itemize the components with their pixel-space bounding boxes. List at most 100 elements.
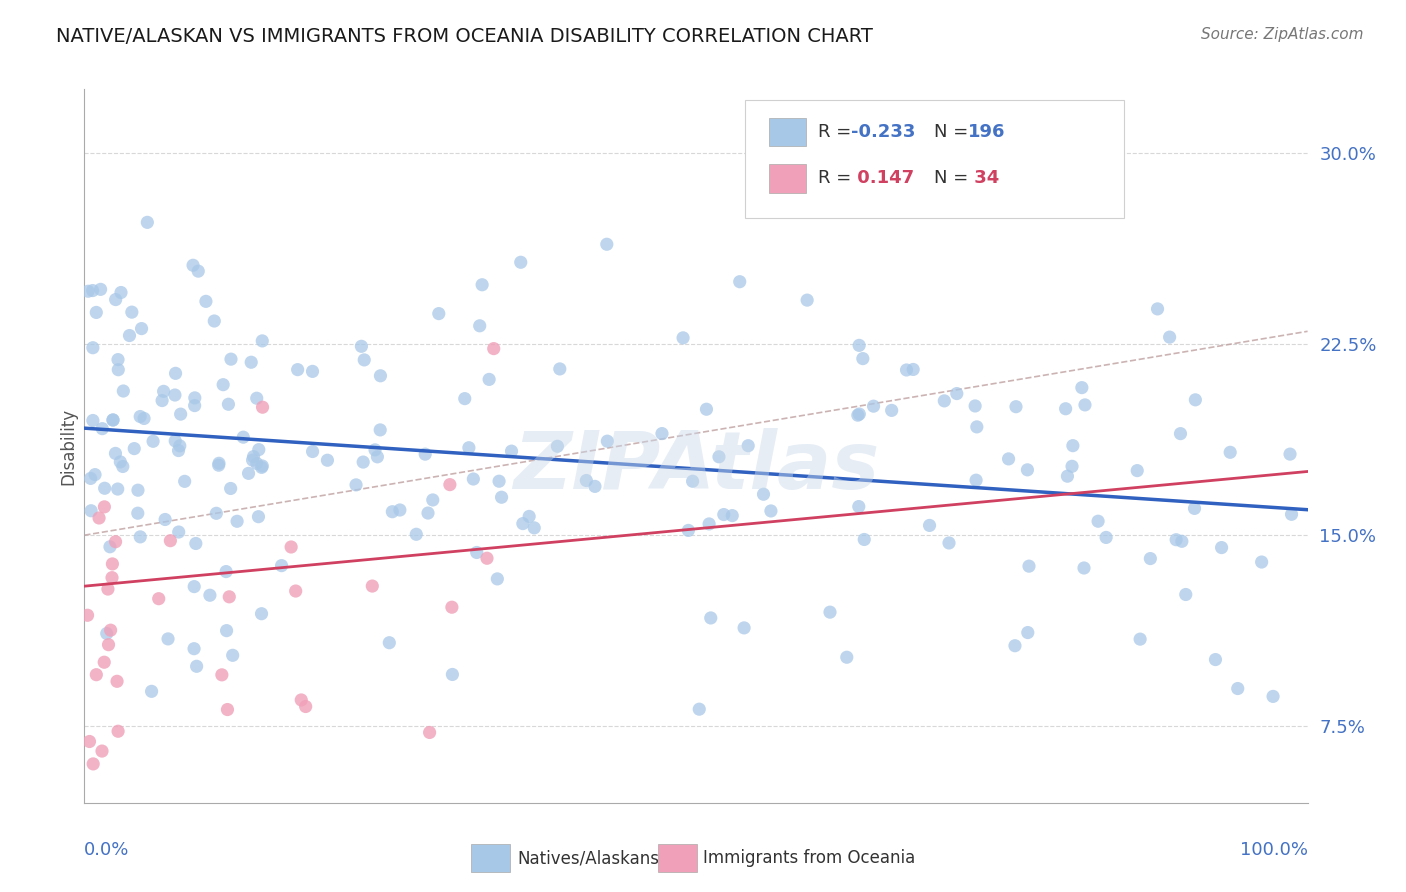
Point [183, 399, 205, 413]
Point [501, 444, 523, 458]
Point [340, 816, 363, 830]
Point [728, 275, 751, 289]
Point [215, 624, 238, 638]
Point [247, 442, 270, 457]
Point [173, 475, 195, 489]
Point [219, 352, 242, 367]
Point [250, 460, 273, 475]
Point [252, 458, 274, 473]
Point [184, 391, 207, 405]
Point [934, 393, 956, 408]
Point [697, 516, 720, 531]
Point [651, 426, 673, 441]
Point [87, 511, 110, 525]
Point [1279, 447, 1302, 461]
Point [103, 834, 125, 848]
Point [938, 536, 960, 550]
Point [1170, 426, 1192, 441]
Point [405, 527, 427, 541]
Point [419, 725, 441, 739]
Point [707, 450, 730, 464]
Point [167, 443, 190, 458]
Point [219, 482, 242, 496]
Point [1017, 625, 1039, 640]
Point [946, 386, 969, 401]
Point [1204, 652, 1226, 666]
Point [163, 388, 186, 402]
Point [454, 392, 477, 406]
Point [523, 521, 546, 535]
Point [280, 540, 302, 554]
Point [378, 636, 401, 650]
Point [131, 321, 153, 335]
Point [153, 512, 176, 526]
Point [121, 305, 143, 319]
Point [90, 282, 112, 296]
Point [852, 351, 875, 366]
Text: Immigrants from Oceania: Immigrants from Oceania [703, 849, 915, 867]
Point [1062, 439, 1084, 453]
Point [388, 503, 411, 517]
Point [242, 453, 264, 467]
Point [232, 430, 254, 444]
Text: N =: N = [935, 123, 974, 141]
Text: R =: R = [818, 169, 858, 187]
Point [478, 372, 501, 386]
Point [186, 659, 208, 673]
Point [471, 277, 494, 292]
Point [966, 420, 988, 434]
Point [252, 334, 274, 348]
Point [546, 439, 568, 453]
Point [97, 638, 120, 652]
Point [122, 442, 145, 456]
Point [695, 402, 717, 417]
FancyBboxPatch shape [769, 118, 806, 146]
Point [82, 413, 104, 427]
Point [1184, 501, 1206, 516]
Point [486, 572, 509, 586]
Point [270, 558, 292, 573]
Point [1018, 559, 1040, 574]
Point [846, 408, 869, 422]
Point [250, 607, 273, 621]
Point [457, 441, 479, 455]
Point [77, 285, 100, 299]
Point [364, 442, 387, 457]
Point [183, 580, 205, 594]
Point [422, 492, 444, 507]
Point [316, 453, 339, 467]
Text: 196: 196 [967, 123, 1005, 141]
Point [896, 363, 918, 377]
Text: -0.233: -0.233 [851, 123, 915, 141]
Point [82, 284, 104, 298]
Point [752, 487, 775, 501]
Point [491, 490, 513, 504]
Point [132, 411, 155, 425]
Point [169, 407, 191, 421]
Point [1126, 464, 1149, 478]
Point [682, 475, 704, 489]
Point [198, 588, 221, 602]
Point [361, 579, 384, 593]
Point [416, 506, 439, 520]
Text: 0.0%: 0.0% [84, 841, 129, 859]
Point [796, 293, 818, 307]
Point [548, 362, 571, 376]
Point [848, 338, 870, 352]
Text: 34: 34 [967, 169, 998, 187]
Point [136, 215, 159, 229]
Point [290, 693, 312, 707]
Point [107, 482, 129, 496]
Point [287, 362, 309, 376]
Point [184, 536, 207, 550]
Point [1005, 400, 1028, 414]
Point [463, 472, 485, 486]
Point [1139, 551, 1161, 566]
Point [465, 545, 488, 559]
Point [678, 524, 700, 538]
Point [100, 623, 122, 637]
Point [142, 434, 165, 449]
Point [79, 734, 101, 748]
Point [208, 458, 231, 473]
Point [252, 400, 274, 414]
